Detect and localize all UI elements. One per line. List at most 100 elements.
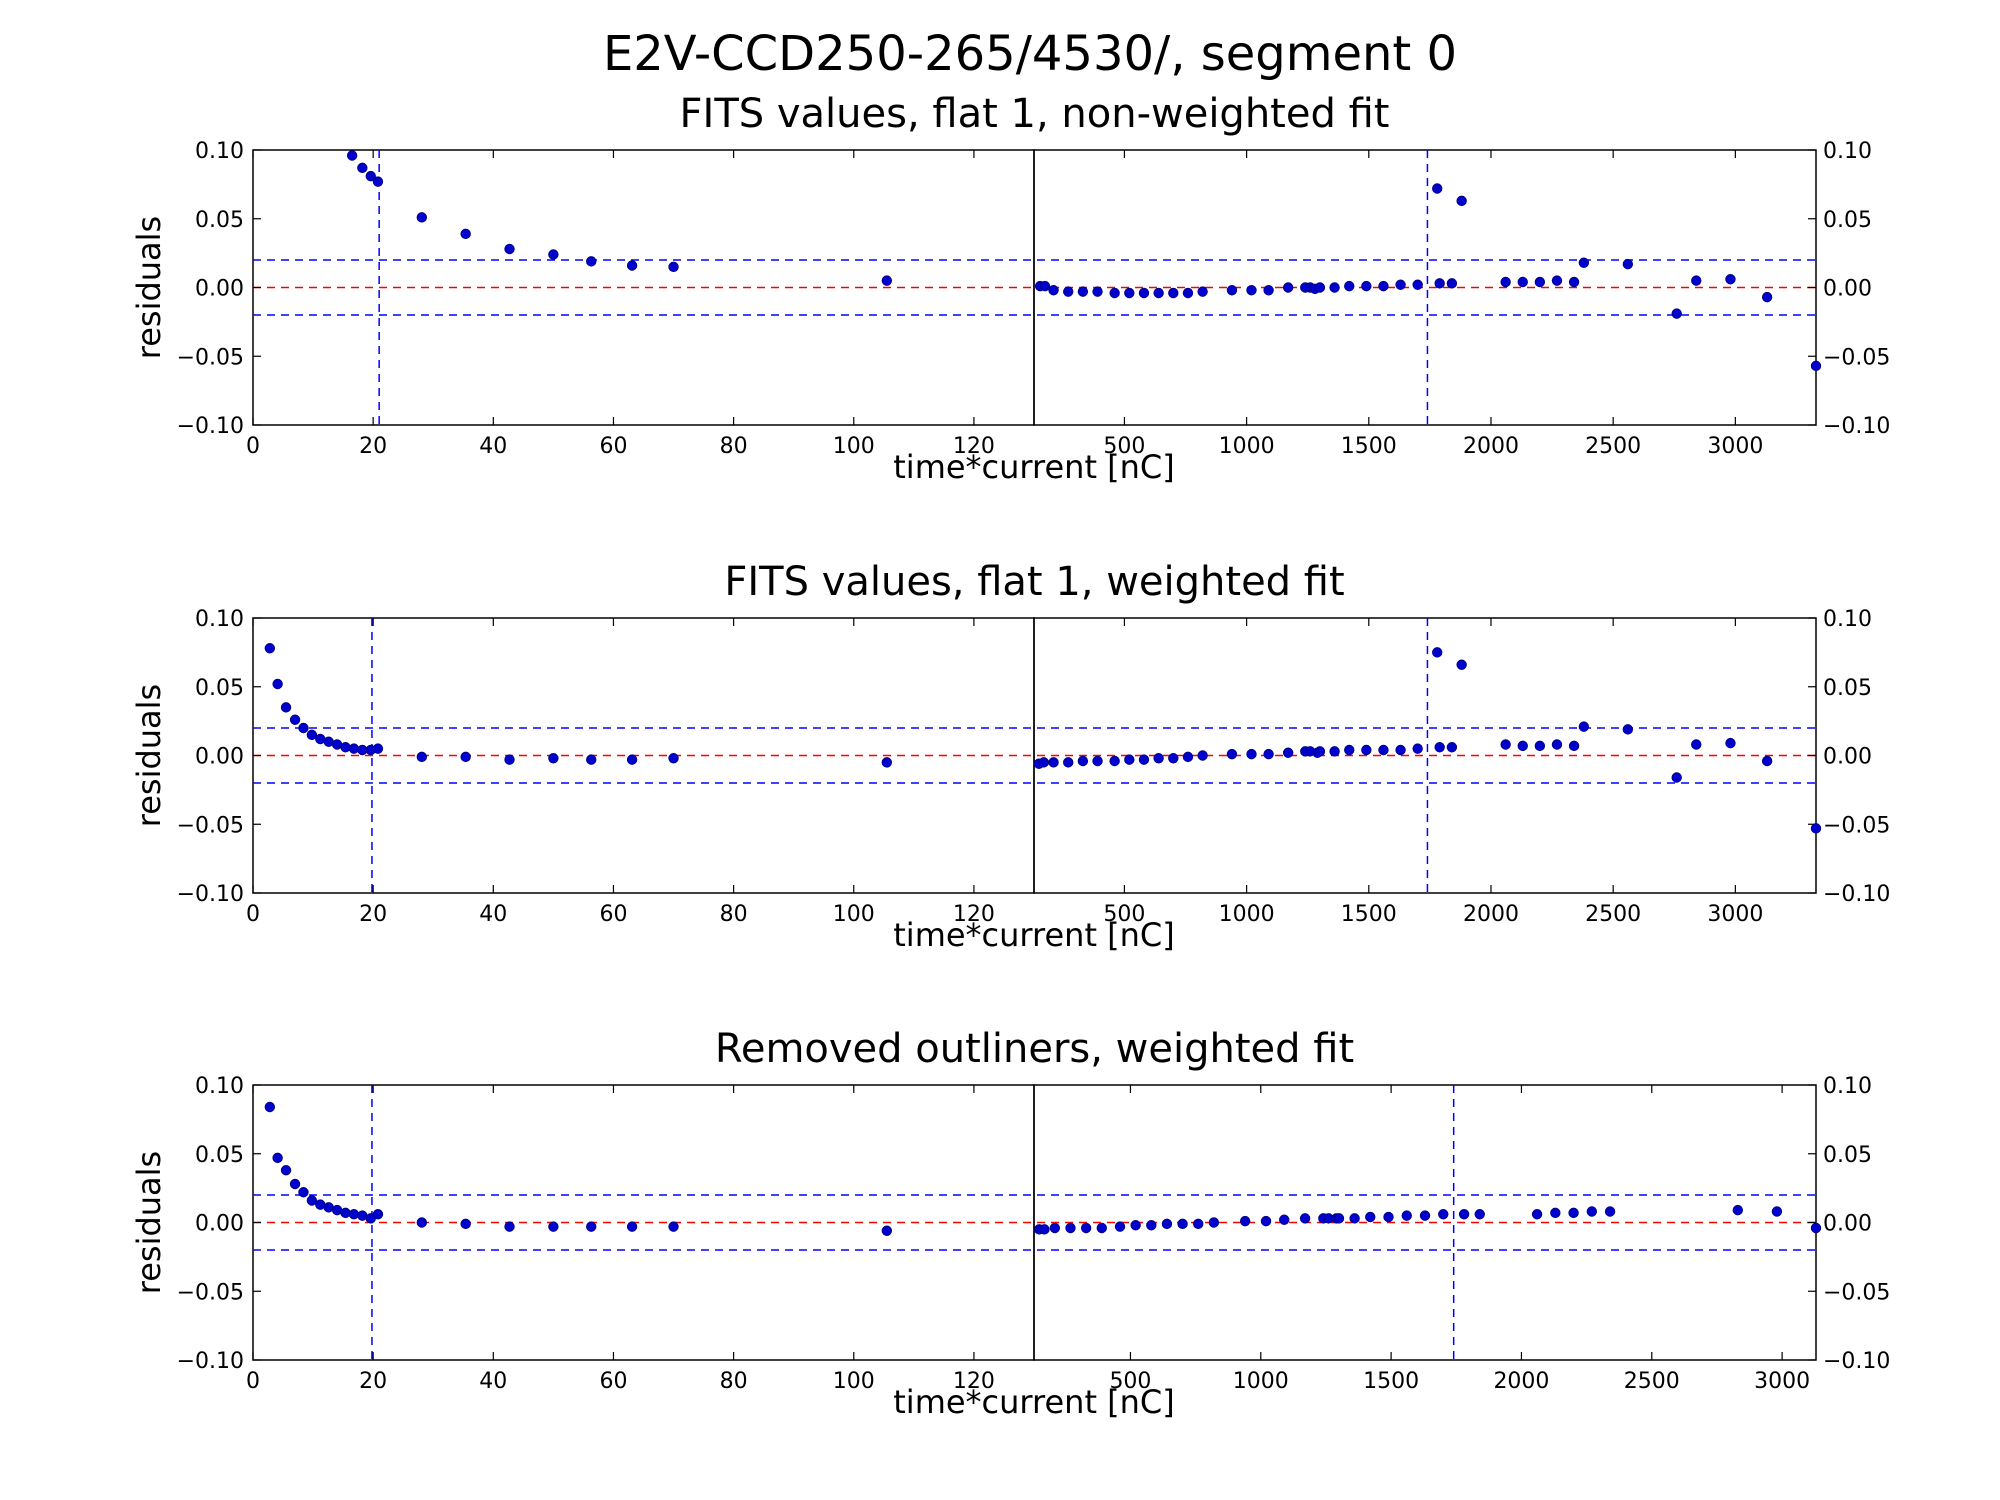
data-point bbox=[1246, 285, 1257, 296]
data-point bbox=[1671, 772, 1682, 783]
y-axis-label: residuals bbox=[130, 684, 168, 827]
data-point bbox=[1239, 1215, 1251, 1227]
y-tick-label-left: 0.05 bbox=[195, 1143, 244, 1168]
data-point bbox=[1531, 1209, 1543, 1220]
data-point bbox=[1096, 1222, 1107, 1234]
data-point bbox=[668, 261, 679, 273]
y-tick-label-right: 0.10 bbox=[1823, 607, 1872, 632]
data-point bbox=[272, 1152, 283, 1164]
data-point bbox=[1378, 744, 1389, 756]
data-point bbox=[1153, 753, 1164, 764]
data-point bbox=[1550, 1207, 1561, 1219]
data-point bbox=[1282, 747, 1294, 758]
data-point bbox=[416, 751, 428, 763]
data-point bbox=[626, 754, 638, 765]
data-point bbox=[1039, 280, 1051, 292]
data-point bbox=[298, 722, 309, 734]
data-point bbox=[1534, 740, 1546, 752]
x-tick-label-left: 80 bbox=[720, 1369, 748, 1394]
y-tick-label-right: 0.05 bbox=[1823, 1143, 1872, 1168]
data-point bbox=[264, 1101, 276, 1113]
panel-title: FITS values, flat 1, non-weighted fit bbox=[680, 91, 1390, 137]
data-point bbox=[548, 1221, 559, 1232]
data-point bbox=[1039, 1224, 1050, 1235]
data-point bbox=[1578, 721, 1590, 732]
data-point bbox=[306, 729, 318, 741]
data-point bbox=[1434, 742, 1445, 753]
data-point bbox=[1299, 1213, 1311, 1224]
data-point bbox=[1077, 755, 1089, 767]
data-point bbox=[1344, 280, 1355, 292]
data-point bbox=[881, 1225, 893, 1236]
data-point bbox=[280, 702, 292, 713]
data-point bbox=[1810, 823, 1822, 834]
data-point bbox=[1771, 1206, 1783, 1217]
data-point bbox=[1344, 744, 1355, 756]
data-point bbox=[1412, 743, 1423, 754]
data-point bbox=[460, 228, 471, 240]
x-tick-label-right: 500 bbox=[1103, 434, 1145, 459]
data-point bbox=[1551, 739, 1563, 750]
data-point bbox=[1226, 748, 1238, 760]
data-point bbox=[1208, 1217, 1220, 1228]
y-tick-label-left: 0.10 bbox=[195, 1074, 244, 1099]
x-tick-label-left: 40 bbox=[479, 1369, 507, 1394]
y-tick-label-right: 0.10 bbox=[1823, 139, 1872, 164]
x-tick-label-right: 2000 bbox=[1493, 1369, 1549, 1394]
data-point bbox=[1458, 1209, 1470, 1220]
x-tick-label-left: 20 bbox=[359, 434, 387, 459]
data-point bbox=[1725, 274, 1736, 285]
data-point bbox=[365, 170, 376, 182]
data-point bbox=[1049, 1222, 1061, 1234]
data-point bbox=[881, 757, 893, 768]
data-point bbox=[1063, 286, 1074, 297]
data-point bbox=[1349, 1213, 1360, 1224]
data-point bbox=[1114, 1221, 1126, 1232]
y-tick-label-right: −0.10 bbox=[1823, 414, 1890, 439]
x-tick-label-left: 0 bbox=[246, 434, 260, 459]
data-point bbox=[1725, 737, 1736, 749]
x-tick-label-right: 1000 bbox=[1219, 434, 1275, 459]
data-point bbox=[340, 1207, 351, 1219]
residual-panel-2: FITS values, flat 1, weighted fit 0.10 0.1… bbox=[130, 559, 1890, 954]
data-point bbox=[1263, 285, 1274, 296]
data-point bbox=[1383, 1211, 1394, 1223]
data-point bbox=[504, 754, 515, 765]
data-point bbox=[1092, 755, 1103, 767]
x-tick-label-left: 100 bbox=[833, 902, 875, 927]
data-point bbox=[1361, 744, 1372, 756]
data-point bbox=[1314, 282, 1326, 293]
data-point bbox=[1446, 278, 1458, 289]
data-point bbox=[1077, 286, 1089, 297]
data-point bbox=[416, 212, 428, 223]
data-point bbox=[1395, 279, 1406, 290]
data-point bbox=[1065, 1222, 1076, 1234]
y-tick-label-left: 0.10 bbox=[195, 607, 244, 632]
y-tick-label-right: −0.10 bbox=[1823, 1349, 1890, 1374]
x-tick-label-left: 120 bbox=[953, 1369, 995, 1394]
x-axis-label: time*current [nC] bbox=[893, 1383, 1175, 1421]
y-tick-label-right: −0.10 bbox=[1823, 882, 1890, 907]
data-point bbox=[1124, 287, 1135, 299]
y-tick-label-right: 0.00 bbox=[1823, 277, 1872, 302]
y-tick-label-left: −0.10 bbox=[177, 1349, 244, 1374]
data-point bbox=[1092, 286, 1103, 297]
panel-title: FITS values, flat 1, weighted fit bbox=[724, 559, 1344, 605]
x-tick-label-left: 60 bbox=[599, 1369, 627, 1394]
data-point bbox=[1048, 757, 1059, 768]
data-point bbox=[289, 714, 301, 725]
data-point bbox=[1568, 276, 1580, 288]
data-point bbox=[1568, 1207, 1579, 1219]
data-point bbox=[1578, 257, 1590, 268]
data-point bbox=[586, 256, 597, 267]
data-point bbox=[1432, 647, 1443, 658]
x-tick-label-left: 100 bbox=[833, 1369, 875, 1394]
data-point bbox=[1586, 1206, 1598, 1217]
figure-suptitle: E2V-CCD250-265/4530/, segment 0 bbox=[603, 26, 1457, 82]
data-point bbox=[504, 1221, 515, 1232]
y-tick-label-left: −0.10 bbox=[177, 882, 244, 907]
data-point bbox=[1263, 748, 1274, 760]
data-point bbox=[1456, 659, 1467, 670]
x-tick-label-right: 2000 bbox=[1463, 902, 1519, 927]
data-point bbox=[1146, 1220, 1157, 1231]
